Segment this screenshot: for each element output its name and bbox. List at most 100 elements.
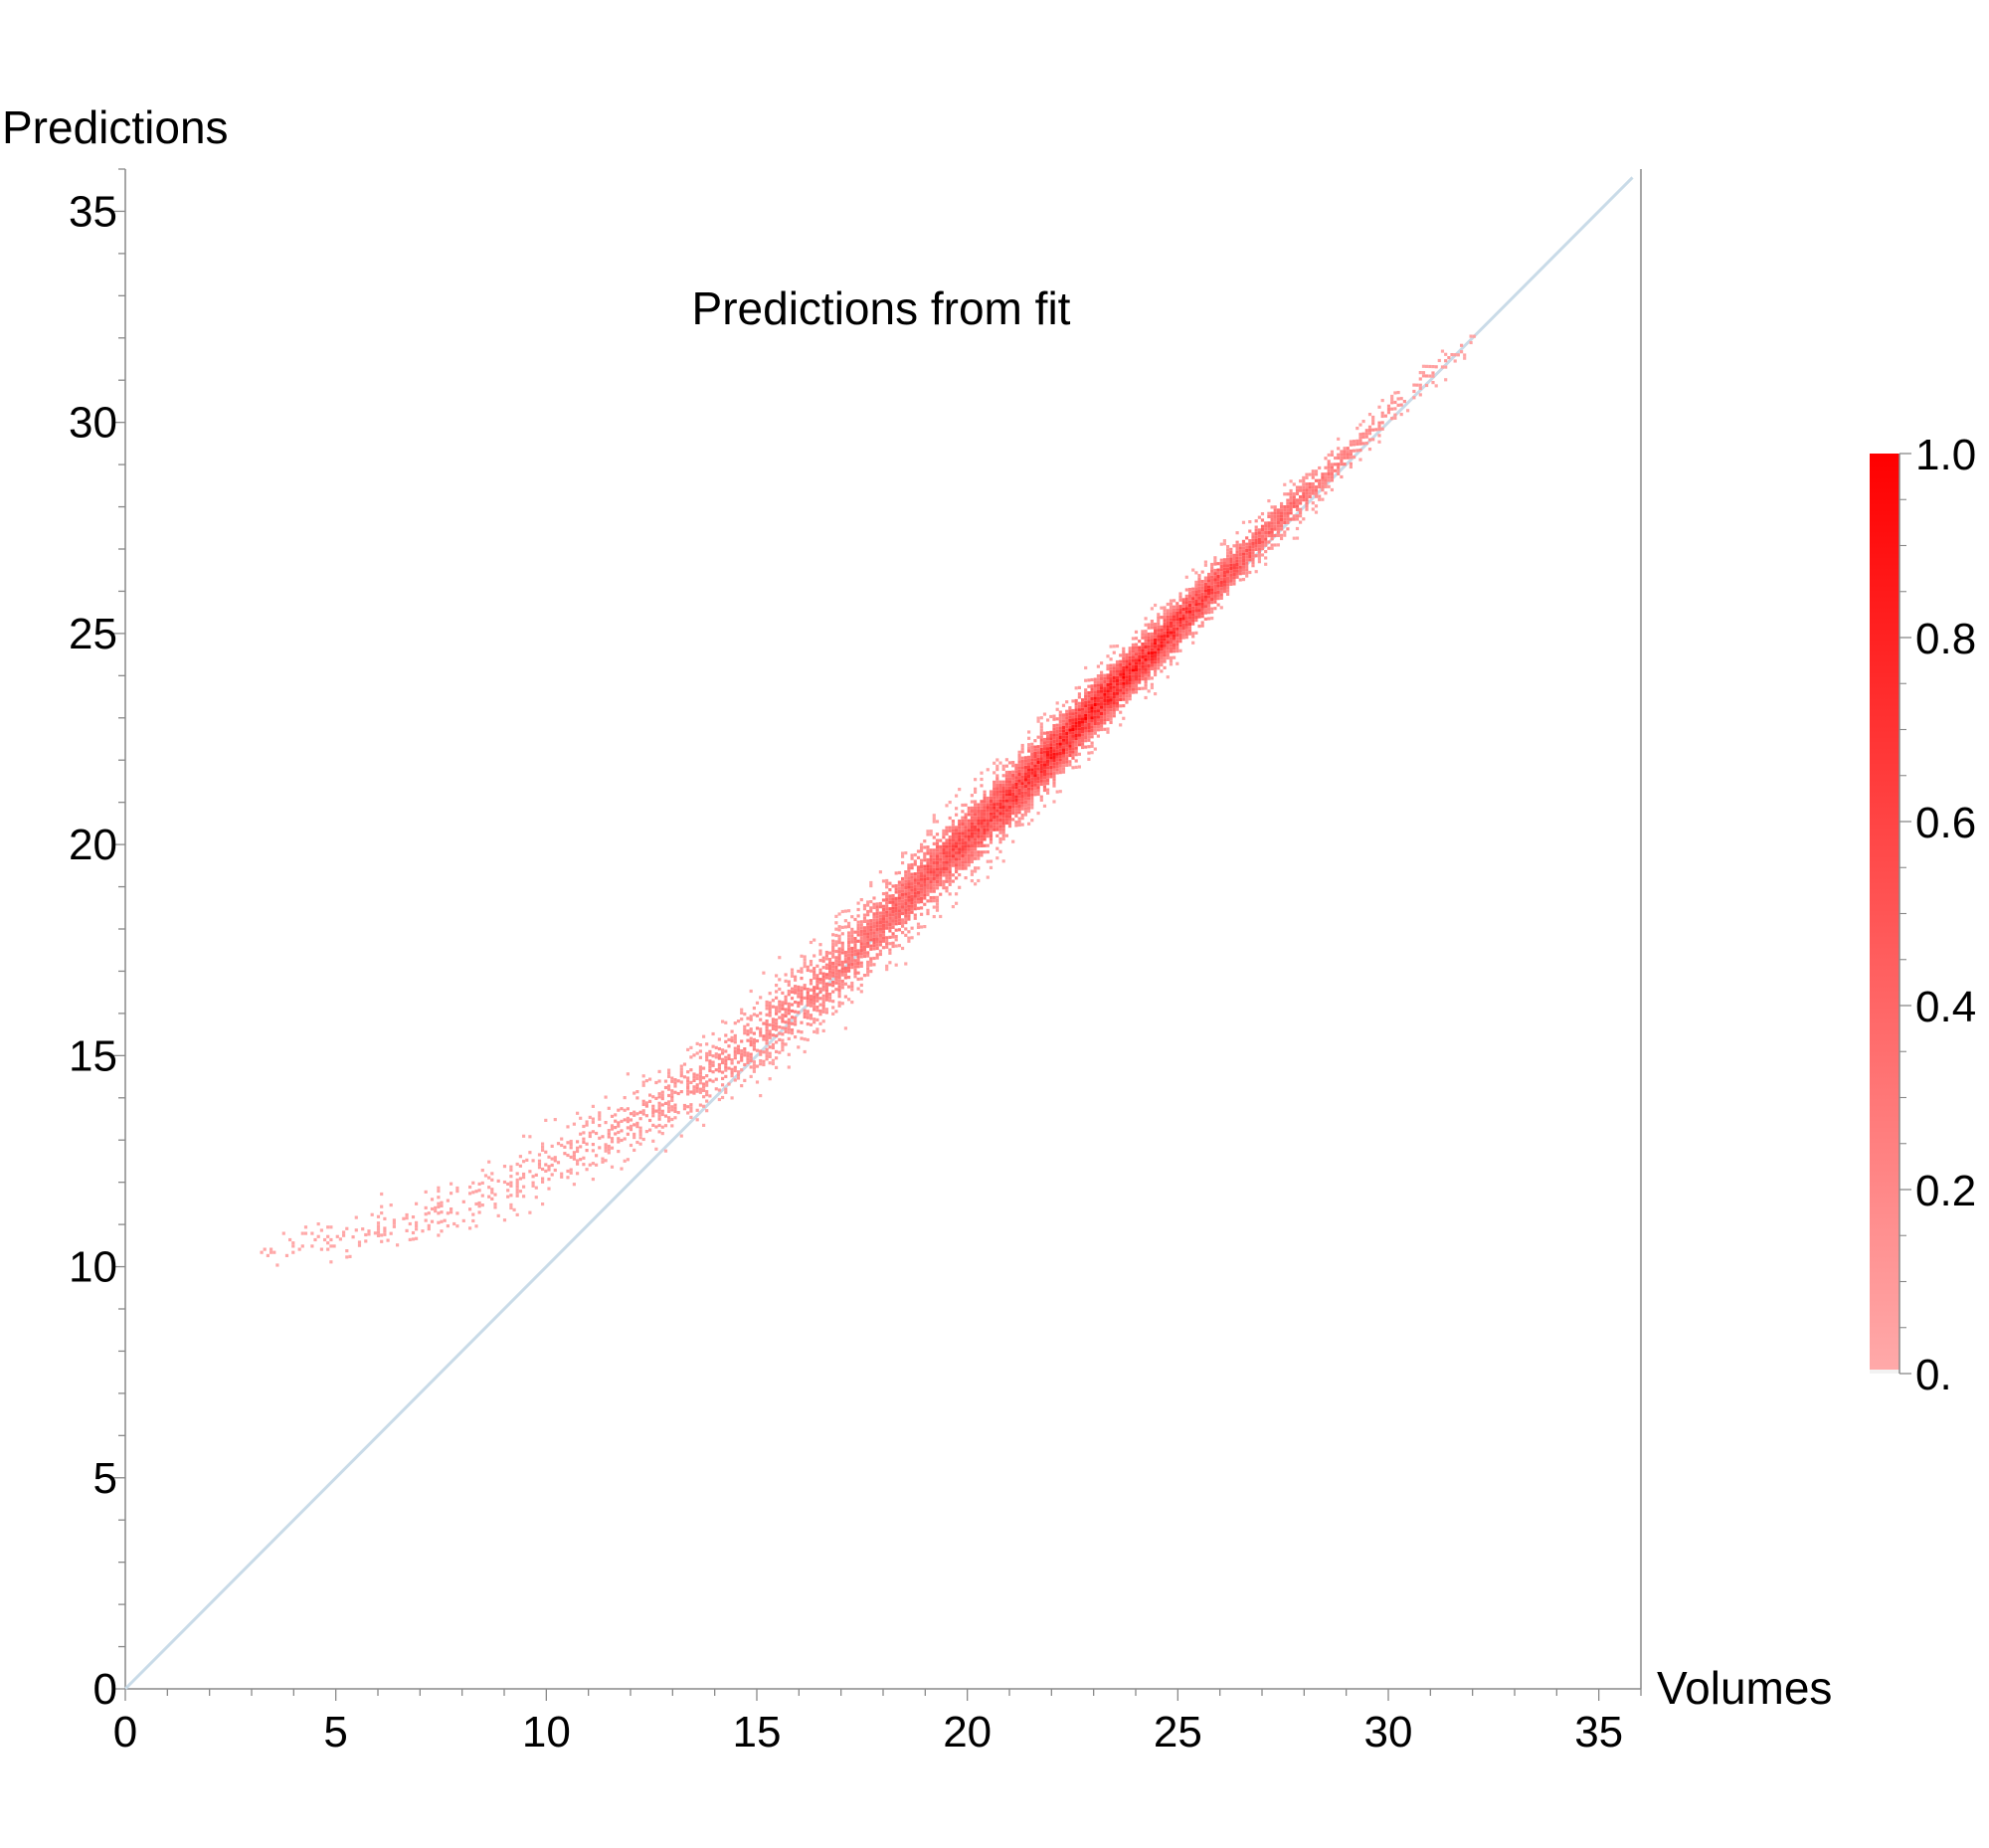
- heatmap-cell: [1023, 800, 1027, 804]
- heatmap-cell: [1131, 643, 1135, 647]
- heatmap-cell: [740, 1068, 744, 1072]
- heatmap-cell: [614, 1113, 618, 1117]
- heatmap-cell: [623, 1137, 627, 1141]
- heatmap-cell: [1049, 753, 1053, 757]
- heatmap-cell: [1061, 722, 1066, 726]
- heatmap-cell: [1001, 764, 1005, 768]
- heatmap-cell: [1087, 694, 1091, 698]
- heatmap-cell: [1084, 697, 1088, 701]
- heatmap-cell: [1138, 686, 1142, 690]
- heatmap-cell: [881, 898, 886, 902]
- heatmap-cell: [824, 982, 828, 986]
- heatmap-cell: [660, 1132, 664, 1136]
- heatmap-cell: [547, 1168, 551, 1172]
- heatmap-cell: [1039, 757, 1043, 761]
- heatmap-cell: [1264, 543, 1268, 547]
- heatmap-cell: [1399, 403, 1403, 407]
- heatmap-cell: [461, 1218, 465, 1222]
- heatmap-cell: [768, 1011, 772, 1015]
- heatmap-cell: [897, 890, 901, 894]
- heatmap-cell: [821, 997, 825, 1002]
- heatmap-cell: [1194, 580, 1198, 584]
- heatmap-cell: [1090, 751, 1094, 755]
- heatmap-cell: [1232, 576, 1236, 580]
- heatmap-cell: [1109, 669, 1113, 674]
- heatmap-cell: [749, 1039, 753, 1043]
- heatmap-cell: [1115, 694, 1120, 699]
- heatmap-cell: [1251, 554, 1255, 558]
- heatmap-cell: [1367, 413, 1372, 417]
- heatmap-cell: [1115, 704, 1120, 708]
- heatmap-cell: [740, 1049, 744, 1053]
- heatmap-cell: [872, 931, 876, 935]
- heatmap-cell: [446, 1224, 450, 1228]
- heatmap-cell: [1141, 630, 1145, 634]
- heatmap-cell: [1109, 676, 1113, 680]
- heatmap-cell: [787, 1024, 791, 1028]
- heatmap-cell: [1425, 383, 1429, 388]
- heatmap-cell: [604, 1159, 608, 1163]
- heatmap-cell: [888, 894, 892, 898]
- heatmap-cell: [541, 1167, 545, 1172]
- heatmap-cell: [1434, 384, 1438, 388]
- heatmap-cell: [1007, 790, 1012, 794]
- heatmap-cell: [840, 986, 844, 990]
- heatmap-cell: [1030, 771, 1034, 775]
- heatmap-cell: [778, 978, 782, 982]
- heatmap-cell: [907, 879, 911, 883]
- heatmap-cell: [862, 926, 867, 930]
- heatmap-cell: [1065, 747, 1069, 752]
- heatmap-cell: [405, 1212, 409, 1217]
- x-tick-label: 20: [943, 1708, 992, 1756]
- heatmap-cell: [856, 965, 860, 969]
- heatmap-cell: [1184, 610, 1188, 614]
- heatmap-cell: [958, 841, 962, 845]
- heatmap-cell: [894, 938, 898, 942]
- heatmap-cell: [995, 796, 999, 800]
- heatmap-cell: [790, 1031, 795, 1035]
- heatmap-cell: [1131, 658, 1135, 662]
- heatmap-cell: [437, 1196, 441, 1200]
- heatmap-cell: [326, 1247, 330, 1251]
- heatmap-cell: [885, 885, 889, 889]
- heatmap-cell: [1128, 697, 1132, 701]
- heatmap-cell: [881, 936, 886, 940]
- heatmap-cell: [1327, 478, 1331, 482]
- heatmap-cell: [1349, 449, 1353, 454]
- heatmap-cell: [765, 1041, 769, 1045]
- heatmap-cell: [730, 1061, 734, 1065]
- heatmap-cell: [582, 1124, 586, 1129]
- heatmap-cell: [1119, 678, 1123, 682]
- heatmap-cell: [847, 950, 851, 954]
- heatmap-cell: [806, 968, 810, 973]
- heatmap-cell: [1103, 705, 1107, 709]
- heatmap-cell: [993, 761, 996, 765]
- heatmap-cell: [708, 1049, 712, 1053]
- heatmap-cell: [1046, 791, 1050, 795]
- heatmap-cell: [1115, 666, 1120, 670]
- heatmap-cell: [929, 883, 933, 887]
- heatmap-cell: [1138, 640, 1142, 644]
- heatmap-cell: [989, 865, 994, 869]
- heatmap-cell: [983, 803, 987, 807]
- heatmap-cell: [1077, 724, 1081, 728]
- heatmap-cell: [1299, 501, 1303, 505]
- heatmap-cell: [1305, 498, 1309, 502]
- heatmap-cell: [483, 1174, 488, 1178]
- heatmap-cell: [894, 944, 898, 948]
- heatmap-cell: [907, 872, 911, 877]
- heatmap-cell: [1311, 469, 1315, 473]
- heatmap-cell: [1238, 559, 1242, 563]
- heatmap-cell: [869, 922, 873, 926]
- heatmap-cell: [1036, 751, 1040, 755]
- heatmap-cell: [702, 1034, 706, 1038]
- heatmap-cell: [897, 944, 901, 948]
- heatmap-cell: [967, 832, 971, 835]
- heatmap-cell: [1030, 755, 1034, 759]
- heatmap-cell: [993, 780, 996, 784]
- heatmap-cell: [610, 1165, 615, 1169]
- heatmap-cell: [1014, 792, 1018, 796]
- heatmap-cell: [1371, 419, 1375, 423]
- heatmap-cell: [1254, 531, 1258, 536]
- heatmap-cell: [803, 1009, 807, 1013]
